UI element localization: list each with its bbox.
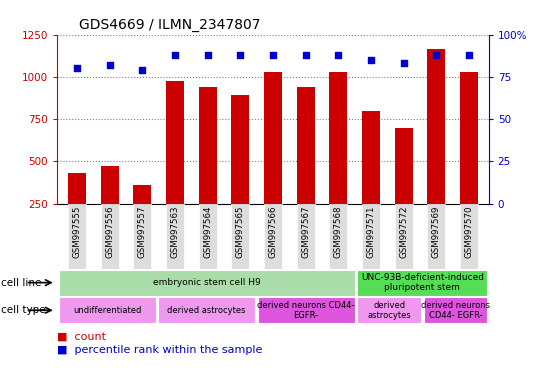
- Bar: [199, 87, 217, 246]
- Point: [138, 67, 147, 73]
- Bar: [232, 94, 250, 246]
- Text: GSM997571: GSM997571: [366, 205, 376, 258]
- Point: [301, 52, 310, 58]
- Text: embryonic stem cell H9: embryonic stem cell H9: [153, 278, 260, 287]
- Bar: [460, 72, 478, 246]
- Bar: [428, 204, 446, 269]
- Text: GSM997568: GSM997568: [334, 205, 343, 258]
- Bar: [58, 270, 354, 296]
- Point: [236, 52, 245, 58]
- Bar: [357, 270, 488, 296]
- Bar: [199, 204, 217, 269]
- Bar: [264, 72, 282, 246]
- Bar: [395, 204, 413, 269]
- Point: [432, 52, 441, 58]
- Bar: [296, 87, 314, 246]
- Bar: [166, 81, 184, 246]
- Text: ■  percentile rank within the sample: ■ percentile rank within the sample: [57, 345, 263, 355]
- Bar: [264, 204, 282, 269]
- Text: GSM997565: GSM997565: [236, 205, 245, 258]
- Bar: [362, 111, 380, 246]
- Text: cell type: cell type: [1, 305, 46, 315]
- Text: GSM997569: GSM997569: [432, 205, 441, 258]
- Text: derived neurons
CD44- EGFR-: derived neurons CD44- EGFR-: [421, 301, 490, 320]
- Bar: [58, 297, 156, 323]
- Text: GSM997563: GSM997563: [170, 205, 180, 258]
- Text: GSM997555: GSM997555: [73, 205, 81, 258]
- Bar: [460, 204, 478, 269]
- Bar: [329, 204, 347, 269]
- Text: undifferentiated: undifferentiated: [73, 306, 141, 315]
- Bar: [100, 204, 118, 269]
- Bar: [133, 204, 151, 269]
- Bar: [424, 297, 488, 323]
- Bar: [296, 204, 314, 269]
- Bar: [258, 297, 354, 323]
- Text: UNC-93B-deficient-induced
pluripotent stem: UNC-93B-deficient-induced pluripotent st…: [361, 273, 484, 292]
- Point: [105, 62, 114, 68]
- Point: [399, 60, 408, 66]
- Bar: [133, 185, 151, 246]
- Text: GDS4669 / ILMN_2347807: GDS4669 / ILMN_2347807: [79, 18, 260, 32]
- Text: GSM997572: GSM997572: [399, 205, 408, 258]
- Point: [367, 57, 376, 63]
- Point: [73, 65, 81, 71]
- Point: [334, 52, 343, 58]
- Text: ■  count: ■ count: [57, 331, 106, 341]
- Bar: [232, 204, 250, 269]
- Bar: [158, 297, 255, 323]
- Text: derived neurons CD44-
EGFR-: derived neurons CD44- EGFR-: [257, 301, 355, 320]
- Bar: [395, 128, 413, 246]
- Bar: [428, 49, 446, 246]
- Bar: [100, 166, 118, 246]
- Text: GSM997556: GSM997556: [105, 205, 114, 258]
- Text: GSM997570: GSM997570: [465, 205, 473, 258]
- Bar: [166, 204, 184, 269]
- Point: [170, 52, 179, 58]
- Point: [465, 52, 473, 58]
- Point: [203, 52, 212, 58]
- Bar: [357, 297, 421, 323]
- Text: derived astrocytes: derived astrocytes: [168, 306, 246, 315]
- Bar: [68, 204, 86, 269]
- Text: GSM997567: GSM997567: [301, 205, 310, 258]
- Bar: [329, 72, 347, 246]
- Text: derived
astrocytes: derived astrocytes: [367, 301, 411, 320]
- Text: GSM997564: GSM997564: [203, 205, 212, 258]
- Bar: [68, 173, 86, 246]
- Point: [269, 52, 277, 58]
- Text: cell line: cell line: [1, 278, 41, 288]
- Text: GSM997557: GSM997557: [138, 205, 147, 258]
- Bar: [362, 204, 380, 269]
- Text: GSM997566: GSM997566: [269, 205, 277, 258]
